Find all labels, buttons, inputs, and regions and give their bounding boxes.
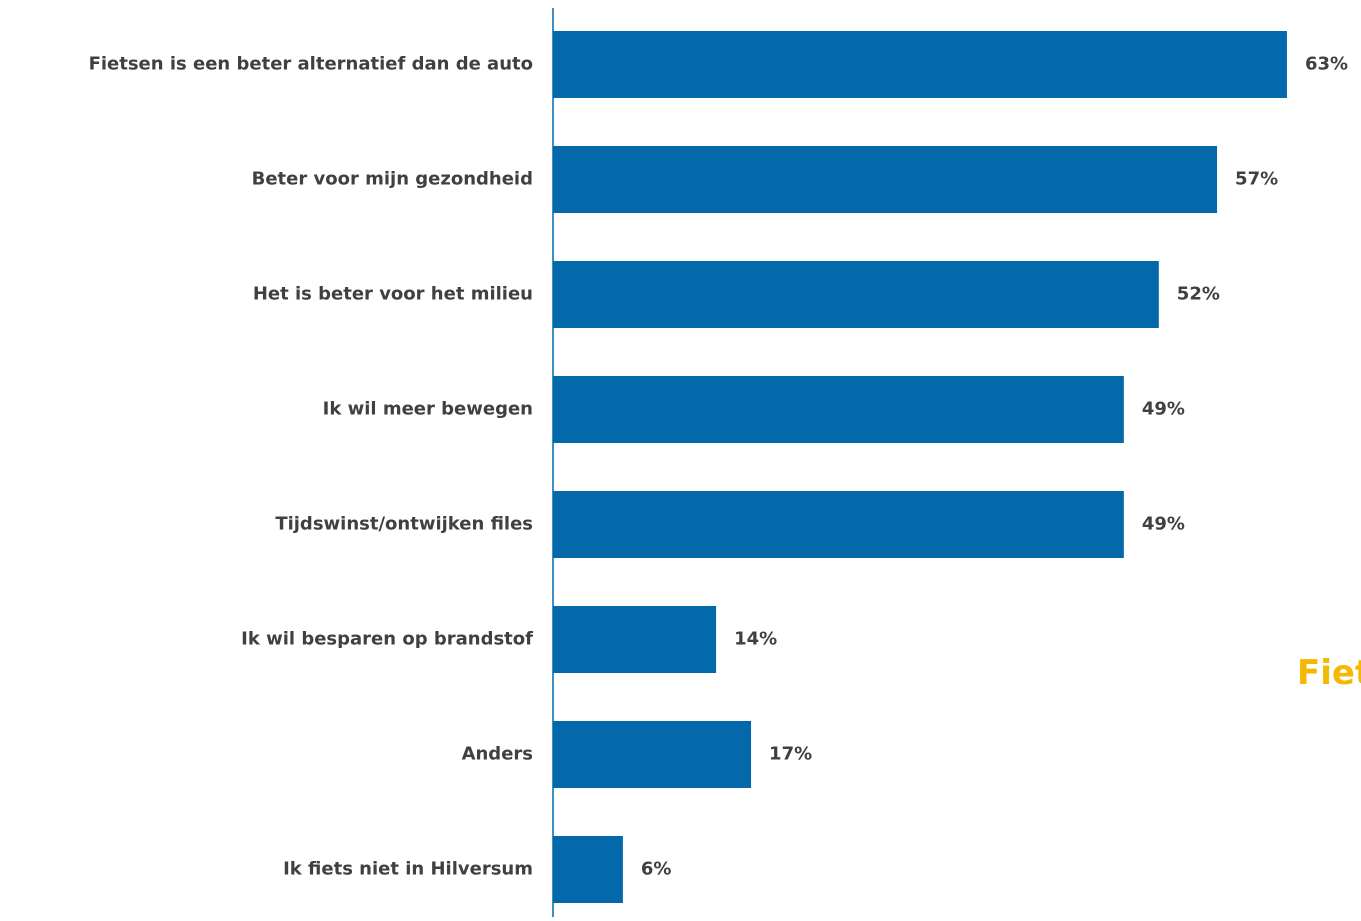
value-label-6: 14% [734,629,777,650]
side-title-text: Fiets [1297,653,1361,693]
bar-4 [553,376,1124,443]
category-label-4: Ik wil meer bewegen [323,399,533,420]
category-label-2: Beter voor mijn gezondheid [252,169,533,190]
value-label-4: 49% [1142,399,1185,420]
value-label-5: 49% [1142,514,1185,535]
value-label-3: 52% [1177,284,1220,305]
category-label-6: Ik wil besparen op brandstof [241,629,533,650]
bar-2 [553,146,1218,213]
bar-8 [553,836,623,903]
bar-3 [553,261,1159,328]
bar-7 [553,721,752,788]
value-labels: 63% 57% 52% 49% 49% 14% 17% 6% [641,54,1348,880]
category-label-7: Anders [462,744,533,765]
bar-1 [553,31,1287,98]
bar-6 [553,606,717,673]
category-label-1: Fietsen is een beter alternatief dan de … [89,54,533,75]
value-label-1: 63% [1305,54,1348,75]
value-label-8: 6% [641,859,672,880]
value-label-2: 57% [1235,169,1278,190]
category-label-3: Het is beter voor het milieu [253,284,533,305]
category-labels: Fietsen is een beter alternatief dan de … [89,54,534,880]
bar-5 [553,491,1124,558]
category-label-8: Ik fiets niet in Hilversum [283,859,533,880]
category-label-5: Tijdswinst/ontwijken files [275,514,533,535]
bars [553,31,1287,903]
value-label-7: 17% [769,744,812,765]
